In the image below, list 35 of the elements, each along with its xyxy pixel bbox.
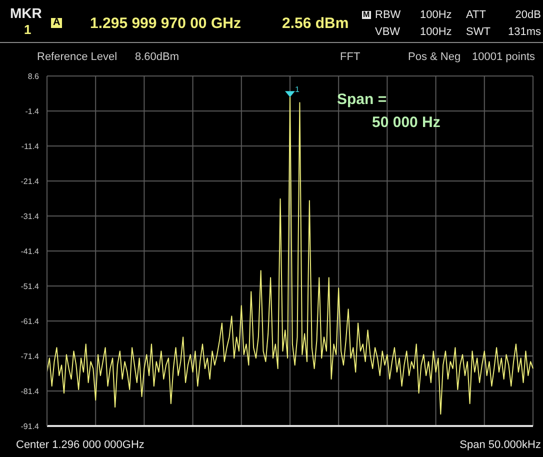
annotation: 1: [295, 85, 300, 94]
y-tick-label: -11.4: [21, 142, 40, 151]
annotation: 50 000 Hz: [372, 114, 440, 131]
y-tick-label: -81.4: [20, 386, 40, 396]
text: M: [362, 10, 371, 19]
y-tick-label: -71.4: [20, 352, 40, 361]
text: 131ms: [508, 26, 541, 38]
text: Center 1.296 000 000GHz: [16, 439, 144, 451]
text: 8.60dBm: [135, 51, 180, 63]
y-tick-label: -31.4: [20, 212, 40, 221]
y-tick-label: -41.4: [20, 246, 40, 256]
text: 100Hz: [420, 9, 452, 21]
text: RBW: [375, 9, 401, 21]
text: FFT: [340, 51, 360, 63]
text: 100Hz: [420, 26, 452, 38]
text: Reference Level: [37, 51, 118, 63]
text: A: [51, 17, 62, 28]
text: 2.56 dBm: [282, 15, 349, 32]
text: 10001 points: [472, 51, 535, 63]
text: ATT: [466, 9, 486, 21]
text: 1.295 999 970 00 GHz: [90, 15, 241, 32]
text: 1: [24, 22, 32, 37]
y-tick-label: -61.4: [20, 316, 40, 326]
y-tick-label: -51.4: [20, 282, 40, 291]
annotation: Span =: [337, 91, 387, 108]
y-tick-label: -91.4: [20, 422, 40, 431]
text: MKR: [10, 5, 42, 21]
y-tick-label: -21.4: [20, 176, 40, 186]
text: SWT: [466, 26, 490, 38]
text: Pos & Neg: [408, 51, 461, 63]
y-tick-label: 8.6: [28, 72, 40, 81]
text: VBW: [375, 26, 400, 38]
y-tick-label: -1.4: [25, 106, 40, 116]
text: Span 50.000kHz: [460, 439, 541, 451]
text: 20dB: [515, 9, 541, 21]
